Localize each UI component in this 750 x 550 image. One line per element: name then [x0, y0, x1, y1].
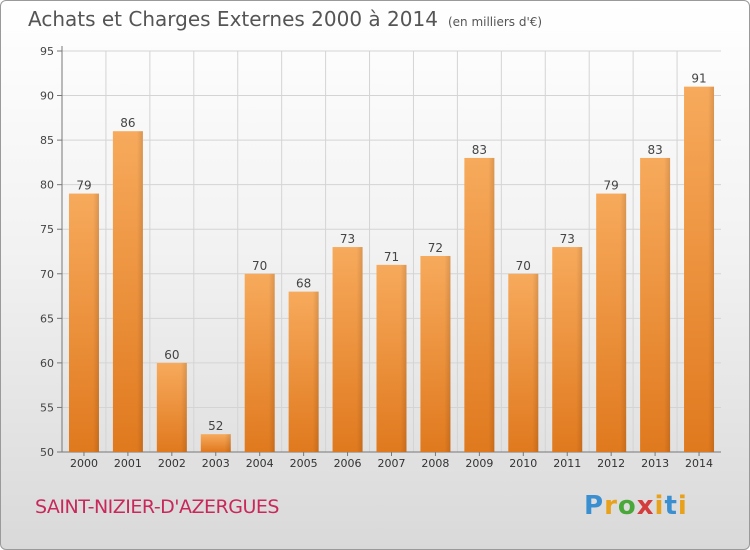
x-tick-label: 2000	[70, 457, 98, 470]
x-tick-label: 2014	[685, 457, 713, 470]
x-tick-label: 2003	[202, 457, 230, 470]
bar-shade	[664, 157, 671, 452]
y-tick-label: 55	[40, 401, 54, 414]
bar-shade	[708, 86, 715, 453]
data-label: 86	[120, 116, 135, 130]
x-tick-label: 2011	[553, 457, 581, 470]
y-tick-label: 65	[40, 312, 54, 325]
x-tick-label: 2002	[158, 457, 186, 470]
chart-title: Achats et Charges Externes 2000 à 2014 (e…	[28, 7, 542, 31]
bar-shade	[620, 193, 627, 453]
x-tick-label: 2012	[597, 457, 625, 470]
data-label: 60	[164, 348, 179, 362]
bar-shade	[180, 362, 187, 452]
data-label: 79	[604, 179, 619, 193]
logo-letter: x	[636, 491, 655, 521]
data-label: 68	[296, 277, 311, 291]
bar-shade	[136, 131, 143, 452]
x-tick-label: 2005	[290, 457, 318, 470]
data-label: 73	[560, 232, 575, 246]
x-tick-label: 2007	[378, 457, 406, 470]
bar	[200, 434, 231, 452]
data-label: 72	[428, 241, 443, 255]
chart-subtitle: (en milliers d'€)	[447, 15, 543, 29]
bar-shade	[444, 255, 451, 452]
x-tick-label: 2009	[465, 457, 493, 470]
logo-letter: i	[654, 491, 665, 521]
x-tick-label: 2010	[509, 457, 537, 470]
x-tick-label: 2004	[246, 457, 274, 470]
bar-shade	[312, 291, 319, 452]
y-tick-label: 50	[40, 446, 54, 459]
y-tick-label: 85	[40, 134, 54, 147]
logo-letter: o	[617, 491, 637, 521]
y-tick-label: 70	[40, 268, 54, 281]
logo-letter: P	[584, 491, 605, 521]
data-label: 91	[691, 72, 706, 86]
data-label: 83	[647, 143, 662, 157]
data-label: 70	[516, 259, 531, 273]
bar-shade	[356, 247, 363, 452]
data-label: 71	[384, 250, 399, 264]
y-tick-label: 90	[40, 90, 54, 103]
logo-letter: r	[604, 491, 618, 521]
data-label: 73	[340, 232, 355, 246]
bar-shade	[576, 247, 583, 452]
bar-shade	[268, 273, 275, 452]
data-label: 70	[252, 259, 267, 273]
y-tick-label: 60	[40, 357, 54, 370]
chart-title-text: Achats et Charges Externes 2000 à 2014	[28, 7, 438, 31]
x-tick-label: 2001	[114, 457, 142, 470]
bar-shade	[532, 273, 539, 452]
commune-name: SAINT-NIZIER-D'AZERGUES	[35, 496, 279, 518]
x-tick-label: 2013	[641, 457, 669, 470]
x-tick-label: 2006	[334, 457, 362, 470]
data-label: 83	[472, 143, 487, 157]
data-label: 52	[208, 419, 223, 433]
logo-letter: t	[664, 491, 678, 521]
bar-shade	[488, 157, 495, 452]
data-label: 79	[76, 179, 91, 193]
y-tick-label: 95	[40, 45, 54, 58]
bar-shade	[400, 264, 407, 452]
y-tick-label: 80	[40, 179, 54, 192]
bar-shade	[92, 193, 99, 453]
proxiti-logo: Proxiti	[584, 491, 688, 521]
bar-shade	[224, 434, 231, 452]
bars	[68, 86, 715, 453]
logo-letter: i	[677, 491, 688, 521]
labels: 79 2000 86 2001 60 2002 52 2003 70 2004 68 2005 73 20…	[70, 72, 713, 470]
y-tick-label: 75	[40, 223, 54, 236]
x-tick-label: 2008	[421, 457, 449, 470]
